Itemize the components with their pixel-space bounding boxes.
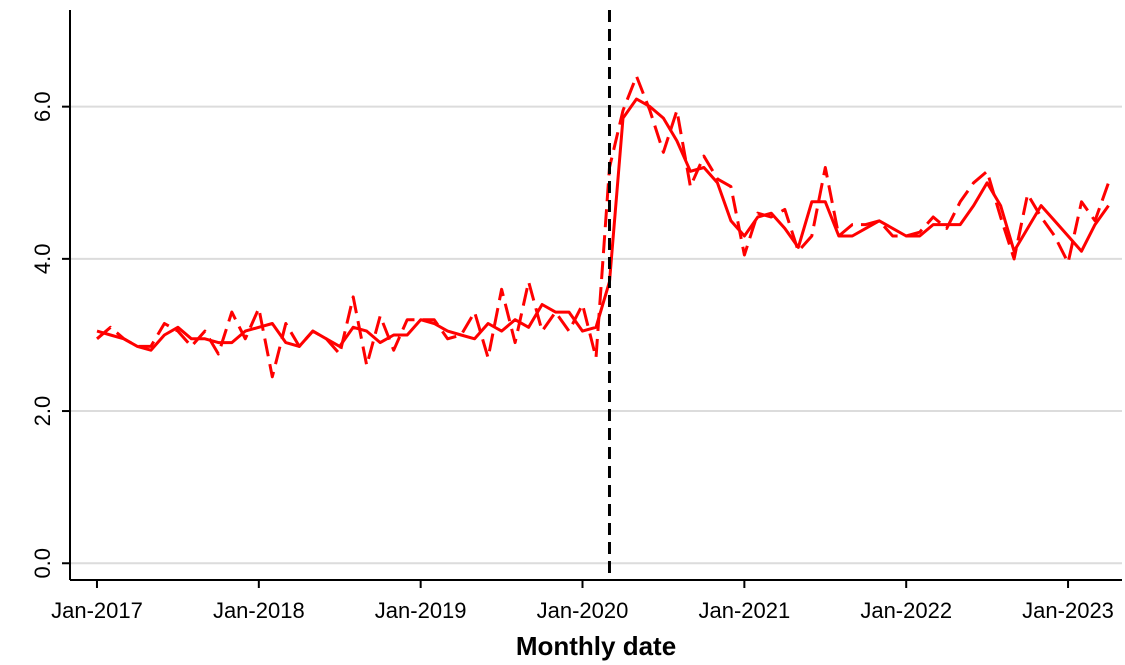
- x-tick-label: Jan-2020: [537, 598, 629, 623]
- y-tick-label: 2.0: [30, 396, 55, 427]
- x-tick-label: Jan-2019: [375, 598, 467, 623]
- series-line: [96, 74, 1110, 379]
- x-axis-title: Monthly date: [516, 631, 676, 661]
- x-tick-label: Jan-2023: [1022, 598, 1114, 623]
- y-tick-label: 6.0: [30, 91, 55, 122]
- x-tick-label: Jan-2022: [860, 598, 952, 623]
- series-line: [96, 97, 1110, 352]
- x-tick-label: Jan-2018: [213, 598, 305, 623]
- y-tick-label: 0.0: [30, 548, 55, 579]
- x-tick-label: Jan-2017: [51, 598, 143, 623]
- y-tick-label: 4.0: [30, 244, 55, 275]
- x-tick-label: Jan-2021: [698, 598, 790, 623]
